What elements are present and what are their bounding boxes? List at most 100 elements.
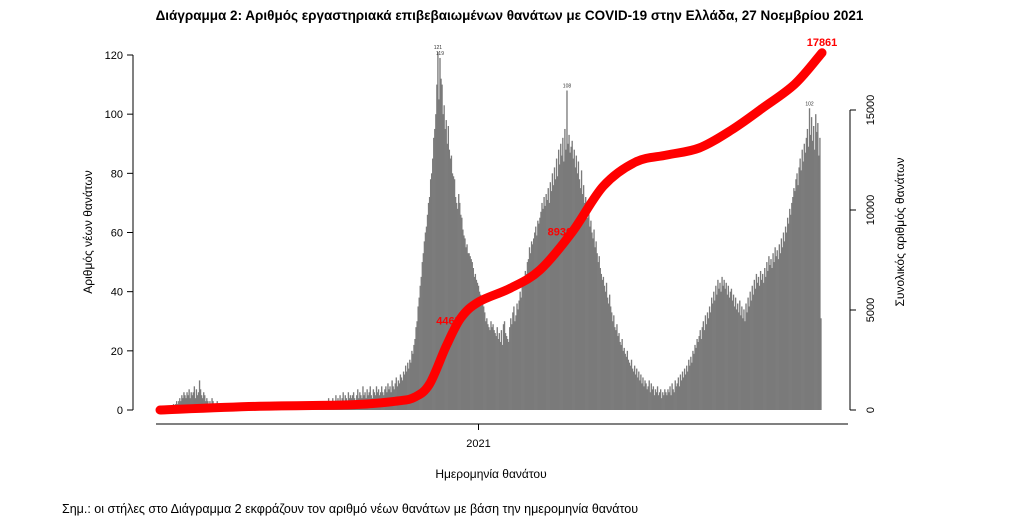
bar [610, 306, 612, 410]
bar [749, 291, 751, 410]
bar [655, 392, 658, 410]
bar [627, 359, 630, 410]
bar [412, 353, 414, 410]
bar [526, 262, 529, 410]
bar [606, 297, 609, 410]
bar [666, 395, 668, 410]
bar [690, 356, 692, 410]
bar [375, 386, 378, 410]
bar [648, 380, 650, 410]
y-tick-label: 40 [111, 287, 123, 299]
bar [508, 341, 510, 410]
bar [475, 279, 478, 410]
bar [745, 303, 747, 410]
bar [499, 341, 502, 410]
y2-tick-label: 15000 [865, 95, 877, 126]
bar [430, 173, 433, 410]
bar [672, 389, 674, 410]
bar [542, 208, 544, 410]
bar [764, 268, 766, 410]
bar [700, 339, 702, 410]
bar [768, 256, 770, 410]
bar [651, 389, 654, 410]
bar [597, 262, 599, 410]
bar [680, 380, 683, 410]
bar [788, 223, 790, 410]
bar [657, 395, 660, 410]
bar [615, 330, 617, 410]
bar [809, 134, 812, 410]
bar [635, 374, 637, 410]
bar [407, 362, 409, 410]
x-tick-label: 2021 [466, 438, 490, 450]
bar [798, 167, 800, 410]
bar [502, 324, 505, 410]
bar [642, 377, 644, 410]
bar [467, 253, 469, 410]
bar [400, 377, 403, 410]
bar [803, 143, 805, 410]
bar [614, 327, 616, 410]
bar [525, 273, 528, 410]
bar [675, 386, 677, 410]
bar [686, 365, 688, 410]
bar [719, 282, 721, 410]
bar [197, 392, 200, 410]
bar [678, 386, 681, 410]
bar [663, 395, 665, 410]
bar [721, 276, 723, 410]
bar [448, 149, 451, 410]
bar [540, 211, 542, 410]
bar [598, 256, 600, 410]
bar [783, 241, 786, 410]
bar [574, 167, 576, 410]
bar [735, 309, 738, 410]
bar [778, 244, 780, 410]
bar [544, 205, 546, 410]
bar [743, 309, 745, 410]
bar [570, 146, 572, 411]
cumulative-label: 17861 [807, 37, 838, 49]
bar [674, 380, 676, 410]
bar [729, 291, 732, 410]
bar [741, 306, 743, 410]
bar [513, 306, 515, 410]
bar [640, 374, 642, 410]
bar [530, 241, 533, 410]
bar [816, 131, 818, 410]
bar [647, 386, 649, 410]
bar [629, 365, 632, 410]
bar [482, 303, 484, 410]
bar [589, 226, 591, 410]
bar [581, 194, 584, 410]
bar [417, 306, 419, 410]
bar [541, 202, 543, 410]
bar [188, 389, 190, 410]
y-tick-label: 100 [105, 109, 123, 121]
bar [604, 291, 607, 410]
bar [723, 279, 725, 410]
bar [593, 229, 595, 410]
bar [468, 253, 470, 410]
y2-tick-label: 0 [865, 407, 877, 413]
bar [528, 247, 531, 410]
bar [504, 333, 507, 410]
bar [580, 170, 583, 410]
bar [445, 120, 447, 410]
y-axis-label: Αριθμός νέων θανάτων [81, 170, 95, 293]
bar [191, 395, 193, 410]
bar [720, 291, 722, 410]
y-tick-label: 0 [117, 405, 123, 417]
bar [689, 365, 691, 410]
bar [512, 312, 514, 410]
bar [582, 185, 585, 410]
bar [454, 197, 457, 410]
bar [415, 327, 417, 410]
bar [183, 392, 185, 410]
bar [483, 306, 485, 410]
bar [444, 128, 446, 411]
bar [605, 282, 608, 410]
bar [474, 273, 477, 410]
bar [608, 294, 611, 410]
